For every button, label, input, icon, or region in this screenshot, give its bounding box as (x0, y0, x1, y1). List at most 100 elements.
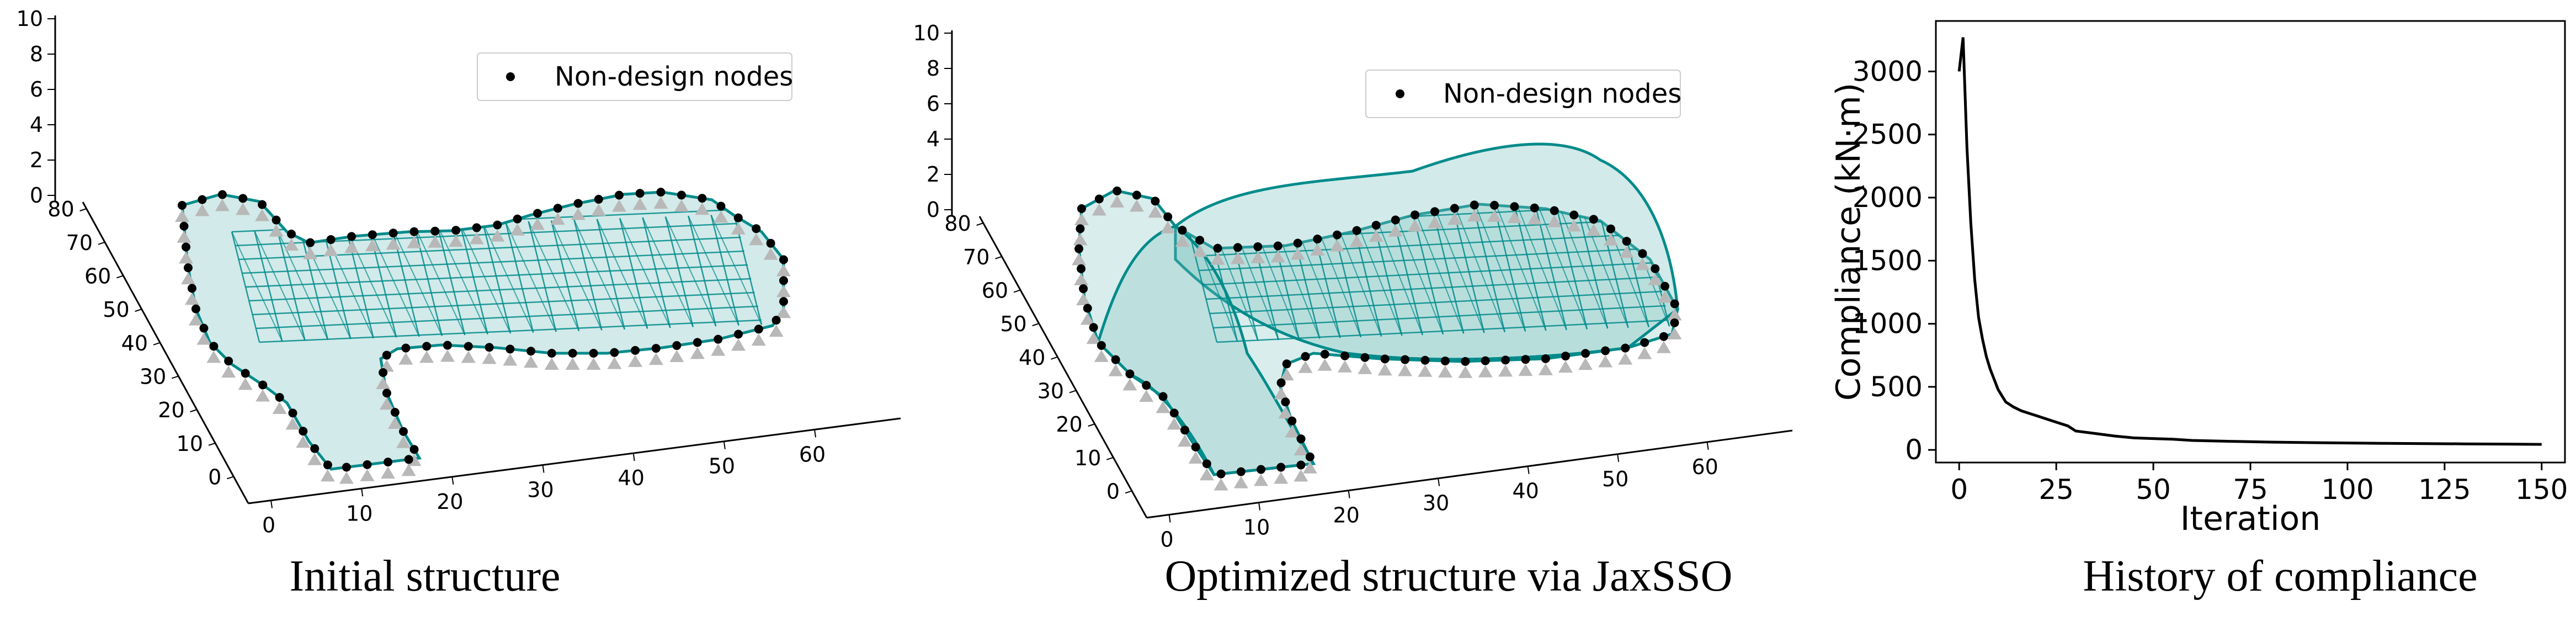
y-tick-label: 50 (103, 297, 129, 322)
support-marker (407, 236, 422, 248)
support-marker (387, 417, 402, 429)
non-design-node (384, 458, 393, 467)
support-marker (1487, 209, 1502, 222)
non-design-node (368, 230, 377, 240)
non-design-node (209, 342, 219, 351)
x-tick-label: 10 (1243, 516, 1270, 540)
non-design-node (1094, 194, 1104, 204)
mesh-edge (1216, 319, 1670, 343)
x-tick-label: 0 (262, 513, 275, 538)
mesh-edge (710, 215, 739, 326)
support-marker (776, 285, 791, 297)
non-design-node (179, 221, 189, 231)
non-design-node (1360, 353, 1370, 362)
y-tick-label: 30 (140, 364, 166, 389)
x-tick-label: 50 (2136, 474, 2171, 506)
x-tick-mark (1438, 478, 1440, 486)
optimized-non-design-nodes (1074, 186, 1679, 479)
non-design-node (779, 255, 788, 264)
support-marker (1129, 199, 1144, 212)
non-design-node (573, 199, 583, 208)
y-tick-label: 0 (208, 465, 221, 489)
mesh-edge (1530, 190, 1588, 330)
support-marker (461, 350, 476, 363)
x-axis-ticks: 0 25 50 75 100 125 150 (1950, 463, 2568, 506)
non-design-node (1501, 355, 1510, 365)
x-tick-mark (361, 488, 364, 497)
non-design-node (1125, 369, 1135, 379)
mesh-edge (596, 219, 626, 330)
support-marker (1231, 252, 1246, 264)
non-design-node (1180, 426, 1190, 435)
support-marker (1547, 215, 1562, 227)
support-marker (1076, 293, 1091, 306)
support-marker (1233, 476, 1248, 488)
non-design-node (1461, 357, 1470, 366)
support-marker (1438, 365, 1452, 378)
mesh-edge (596, 219, 648, 329)
y-tick-label: 10 (1074, 446, 1101, 470)
non-design-node (771, 316, 781, 325)
mesh-edge (528, 221, 557, 332)
non-design-node (1089, 323, 1098, 332)
optimized-support-markers (1072, 195, 1682, 491)
y-tick-label: 40 (121, 331, 148, 355)
x-tick-mark (723, 441, 726, 449)
non-design-node (1202, 459, 1211, 469)
support-marker (296, 435, 311, 448)
non-design-node (181, 242, 190, 252)
y-tick-label: 0 (1106, 479, 1120, 503)
x-tick-mark (814, 429, 817, 438)
non-design-node (1450, 204, 1459, 213)
y-tick-mark (79, 208, 87, 212)
support-marker (628, 354, 643, 367)
non-design-node (1333, 230, 1342, 240)
mesh-edge (551, 220, 603, 331)
initial-non-design-nodes (178, 188, 788, 472)
support-marker (1167, 417, 1181, 430)
x-axis-line (248, 417, 901, 504)
y-tick-mark (227, 476, 234, 480)
non-design-node (1420, 355, 1430, 365)
non-design-node (1470, 200, 1479, 210)
support-marker (1418, 364, 1433, 377)
y-tick-label: 40 (1019, 346, 1045, 370)
non-design-node (614, 190, 624, 200)
mesh-edge (1209, 290, 1663, 315)
support-marker (1294, 443, 1308, 456)
non-design-node (1305, 452, 1314, 461)
support-marker (284, 238, 299, 251)
support-marker (1598, 355, 1613, 368)
non-design-node (401, 343, 411, 353)
mesh-edge (710, 215, 762, 325)
mesh-edge (1447, 190, 1505, 333)
non-design-node (716, 201, 726, 211)
support-marker (1603, 233, 1618, 246)
non-design-node (382, 389, 391, 398)
support-marker (1302, 461, 1317, 474)
support-marker (344, 241, 359, 253)
support-marker (648, 353, 663, 365)
non-design-node (553, 204, 562, 213)
non-design-node (693, 338, 702, 347)
z-tick-label: 4 (927, 127, 940, 151)
non-design-node (1276, 463, 1286, 472)
non-design-node (1276, 378, 1286, 387)
non-design-node (1561, 352, 1570, 361)
y-tick-mark (1106, 456, 1114, 460)
mesh-edge (664, 216, 694, 327)
non-design-node (430, 226, 440, 236)
support-marker (1254, 474, 1269, 486)
initial-mesh-grid (231, 209, 763, 343)
x-tick-label: 0 (1950, 474, 1968, 506)
y-tick-label: 70 (66, 231, 93, 255)
non-design-node (404, 455, 413, 464)
non-design-node (1083, 304, 1092, 313)
non-design-node (1077, 204, 1086, 213)
y-tick-mark (976, 222, 984, 226)
non-design-node (464, 342, 473, 351)
support-marker (1072, 253, 1087, 265)
x-tick-mark (451, 476, 454, 485)
support-marker (206, 350, 221, 363)
support-marker (1108, 364, 1123, 376)
